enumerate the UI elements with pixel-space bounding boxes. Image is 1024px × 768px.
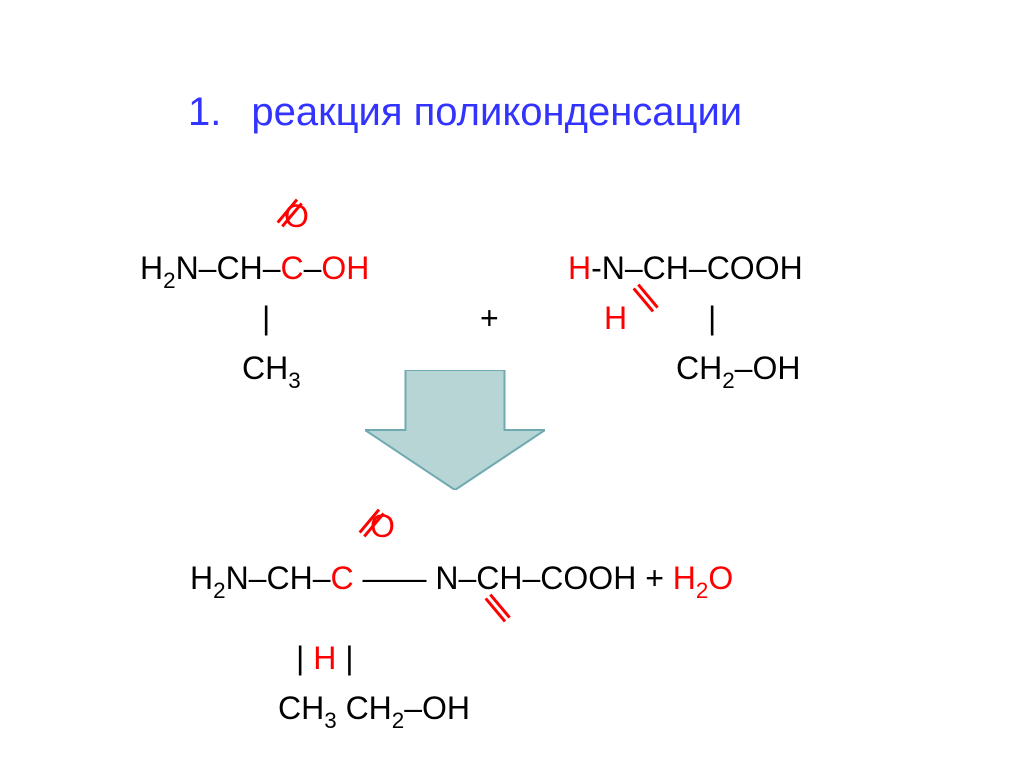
title-number: 1. xyxy=(188,90,221,134)
reactant1-main: H2N–CH–C–OH xyxy=(140,250,369,292)
product-bonds: | H | xyxy=(296,640,354,677)
plus-sign: + xyxy=(480,300,499,337)
product-main: H2N–CH–C —— N–CH–COOH + H2O xyxy=(190,560,733,602)
product-branch: CH3 CH2–OH xyxy=(278,690,470,732)
reactant2-H: H xyxy=(604,300,627,337)
reactant1-bond: | xyxy=(262,300,270,337)
reactant2-main: H-N–CH–COOH xyxy=(568,250,803,287)
reactant2-bond: | xyxy=(708,300,716,337)
reaction-arrow xyxy=(365,370,545,490)
diagram-stage: 1.реакция поликонденсации O H2N–CH–C–OH … xyxy=(0,0,1024,768)
reactant1-branch: CH3 xyxy=(242,350,301,392)
reactant2-branch: CH2–OH xyxy=(676,350,800,392)
title-text: реакция поликонденсации xyxy=(251,90,742,134)
reactant2-n-bond xyxy=(633,284,659,313)
slide-title: 1. реакция поликонденсации xyxy=(188,90,742,135)
